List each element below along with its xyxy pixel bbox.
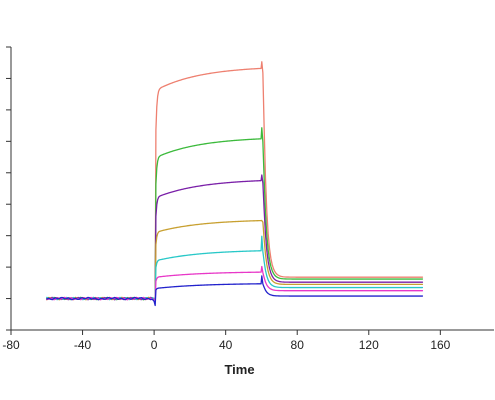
series-group — [46, 61, 424, 307]
x-tick-label: 80 — [291, 338, 305, 352]
x-axis-title: Time — [224, 362, 254, 377]
series-line-7 — [46, 275, 424, 307]
x-tick-label: 0 — [151, 338, 158, 352]
x-tick-label: 120 — [359, 338, 379, 352]
axes: -80 -40 0 40 80 120 160 — [2, 46, 494, 352]
series-line-1 — [46, 61, 424, 301]
x-tick-label: 40 — [219, 338, 233, 352]
x-tick-label: -80 — [2, 338, 20, 352]
series-line-5 — [46, 235, 424, 301]
series-line-6 — [46, 265, 424, 302]
series-line-2 — [46, 127, 424, 301]
x-tick-label: 160 — [430, 338, 450, 352]
series-line-3 — [46, 174, 424, 301]
x-tick-label: -40 — [74, 338, 92, 352]
